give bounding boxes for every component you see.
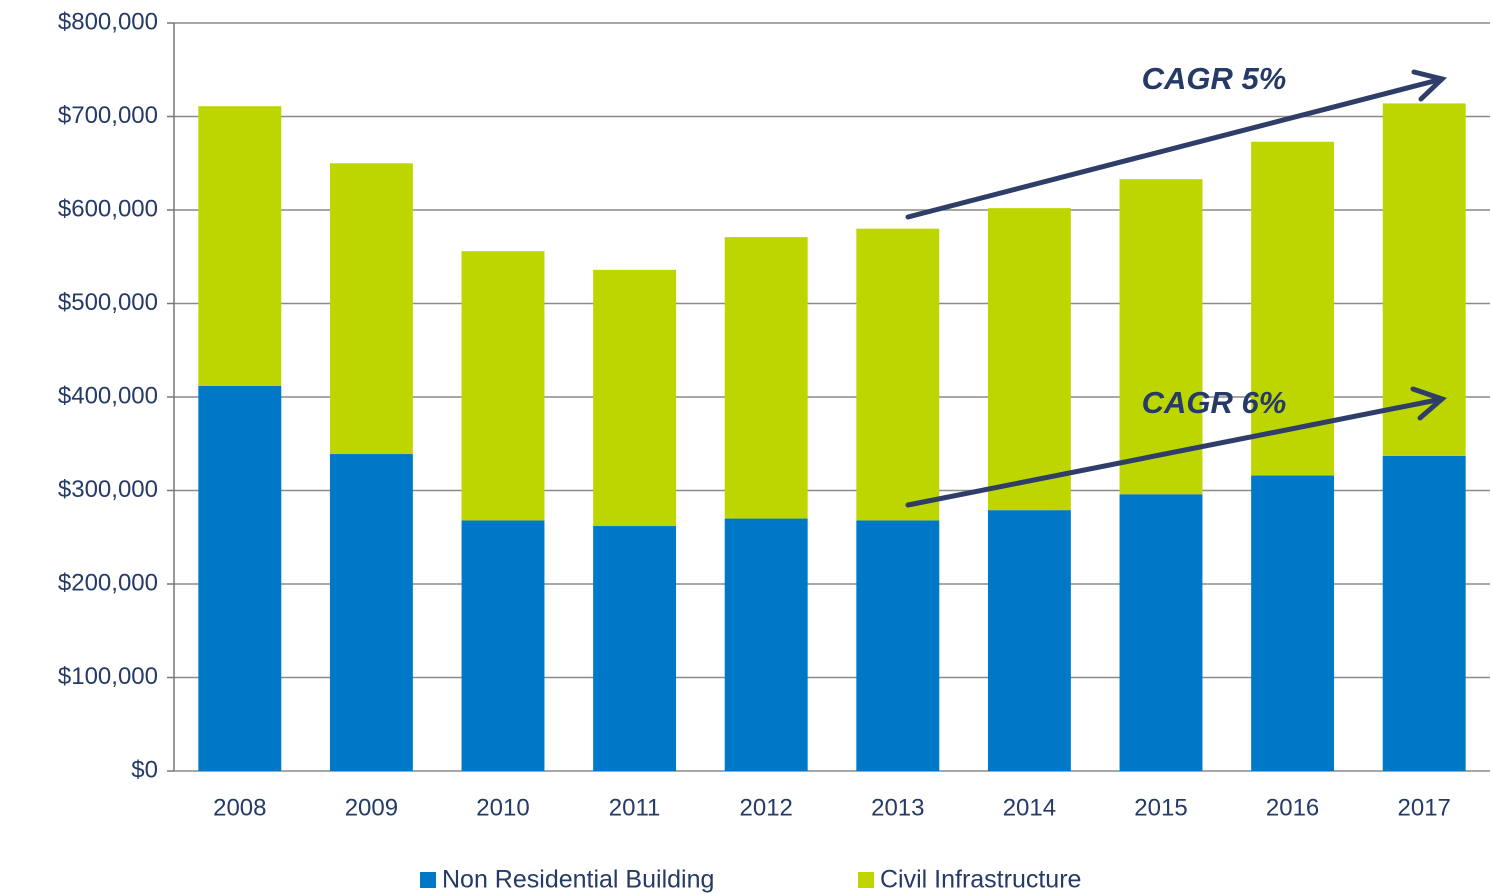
bars: 2008 2009 2010 2011 2012 2013 2014 2015 2016 2017 <box>198 103 1466 821</box>
x-tick-label: 2010 <box>476 794 529 821</box>
bar-segment <box>1251 475 1335 771</box>
legend-swatch <box>858 872 874 888</box>
x-tick-label: 2011 <box>609 794 661 821</box>
legend: Non Residential Building Civil Infrastruc… <box>420 866 1081 894</box>
y-tick-label: $700,000 <box>58 102 158 129</box>
bar-segment <box>724 237 808 519</box>
bar-segment <box>987 510 1071 771</box>
x-tick-label: 2008 <box>213 794 266 821</box>
x-tick-label: 2017 <box>1398 794 1451 821</box>
bar-segment <box>593 526 677 771</box>
bar-segment <box>593 269 677 527</box>
x-tick-label: 2009 <box>345 794 398 821</box>
bar-segment <box>1382 455 1466 771</box>
y-tick-label: $500,000 <box>58 289 158 316</box>
annotation: CAGR 5% <box>1142 61 1287 96</box>
trend-arrow <box>905 76 1445 220</box>
bar-segment <box>329 454 413 771</box>
y-tick-label: $0 <box>131 756 158 783</box>
y-tick-label: $200,000 <box>58 569 158 596</box>
arrow-head <box>1411 69 1448 102</box>
legend-swatch <box>420 872 436 888</box>
legend-label: Civil Infrastructure <box>880 866 1081 894</box>
grid: $0 $100,000 $200,000 $300,000 $400,000 $500,0… <box>58 8 1490 783</box>
bar-segment <box>1382 103 1466 456</box>
x-tick-label: 2012 <box>740 794 793 821</box>
bar-segment <box>1251 141 1335 476</box>
y-tick-label: $600,000 <box>58 195 158 222</box>
bar-segment <box>856 228 940 521</box>
bar-segment <box>329 163 413 455</box>
arrow-head <box>1410 386 1447 421</box>
x-tick-label: 2016 <box>1266 794 1319 821</box>
bar-segment <box>461 251 545 521</box>
x-tick-label: 2015 <box>1134 794 1187 821</box>
bar-segment <box>461 520 545 771</box>
bar-segment <box>724 518 808 771</box>
trend-arrow <box>905 396 1445 508</box>
y-tick-label: $100,000 <box>58 663 158 690</box>
bar-segment <box>198 385 282 771</box>
bar-segment <box>198 106 282 386</box>
bar-segment <box>1119 179 1203 495</box>
y-tick-label: $400,000 <box>58 382 158 409</box>
legend-label: Non Residential Building <box>442 866 714 894</box>
bar-segment <box>856 520 940 771</box>
annotation: CAGR 6% <box>1142 385 1287 420</box>
x-tick-label: 2013 <box>871 794 924 821</box>
x-tick-label: 2014 <box>1003 794 1056 821</box>
y-tick-label: $800,000 <box>58 8 158 35</box>
bar-segment <box>1119 494 1203 771</box>
bar-segment <box>987 208 1071 511</box>
trend-arrows <box>905 69 1448 508</box>
y-tick-label: $300,000 <box>58 476 158 503</box>
